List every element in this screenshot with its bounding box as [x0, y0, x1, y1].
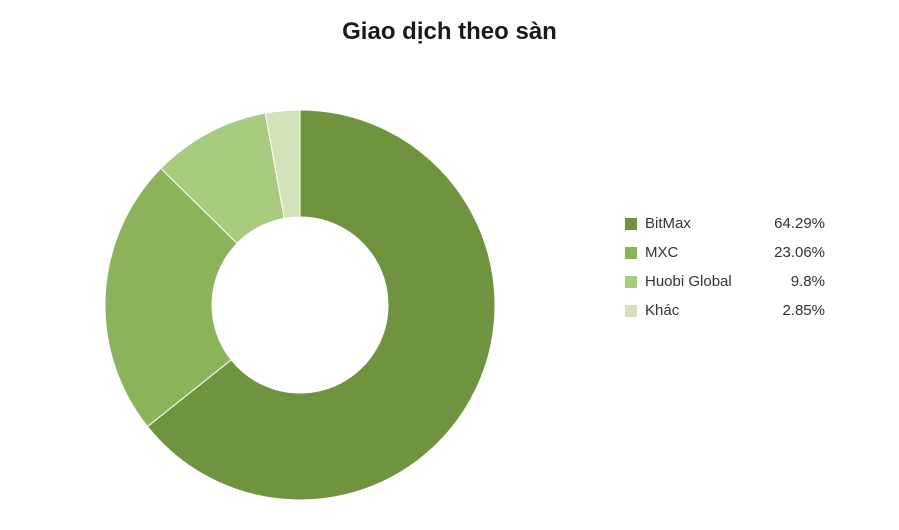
- legend-swatch: [625, 276, 637, 288]
- legend-row: MXC23.06%: [625, 244, 825, 261]
- legend-label: BitMax: [645, 215, 755, 232]
- legend: BitMax64.29%MXC23.06%Huobi Global9.8%Khá…: [625, 215, 825, 331]
- legend-swatch: [625, 305, 637, 317]
- legend-value: 64.29%: [755, 215, 825, 232]
- legend-label: MXC: [645, 244, 755, 261]
- legend-value: 9.8%: [755, 273, 825, 290]
- legend-row: BitMax64.29%: [625, 215, 825, 232]
- legend-value: 2.85%: [755, 302, 825, 319]
- legend-label: Huobi Global: [645, 273, 755, 290]
- legend-row: Huobi Global9.8%: [625, 273, 825, 290]
- chart-container: Giao dịch theo sàn BitMax64.29%MXC23.06%…: [0, 0, 899, 525]
- legend-row: Khác2.85%: [625, 302, 825, 319]
- legend-swatch: [625, 247, 637, 259]
- legend-swatch: [625, 218, 637, 230]
- legend-value: 23.06%: [755, 244, 825, 261]
- legend-label: Khác: [645, 302, 755, 319]
